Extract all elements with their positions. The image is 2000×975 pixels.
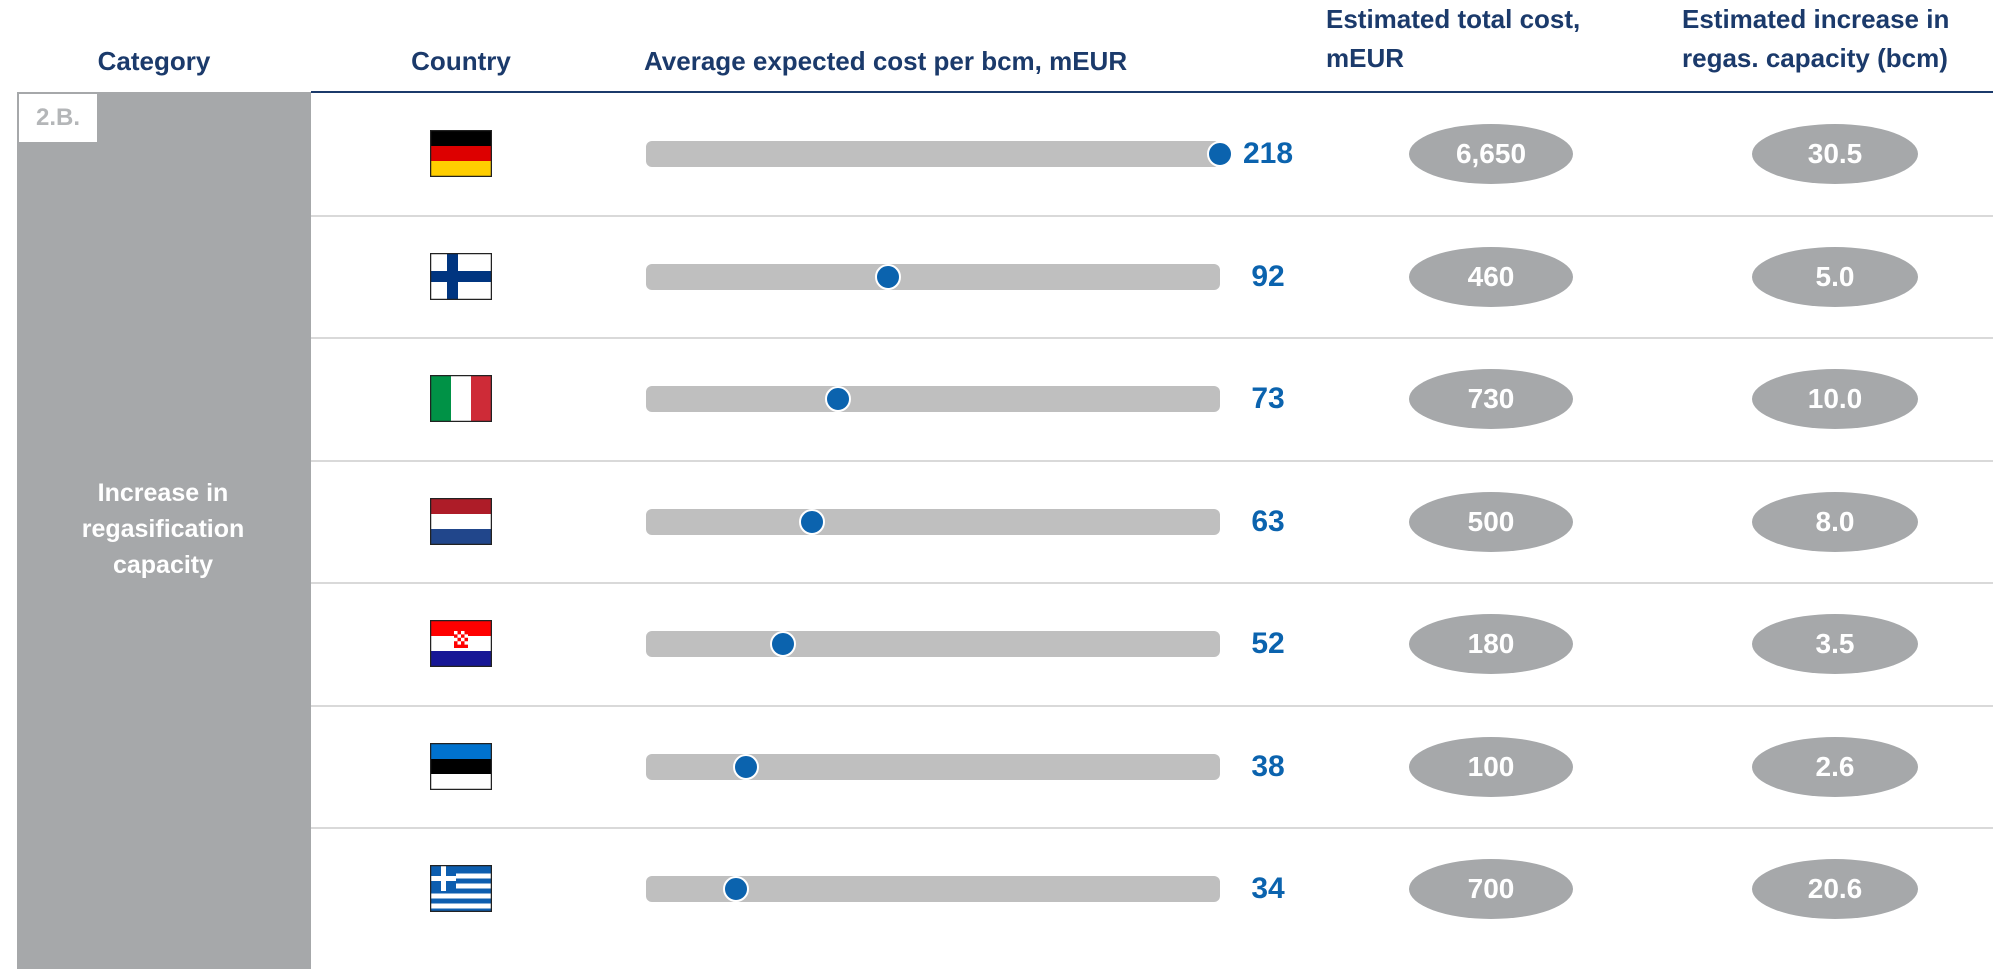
capacity-increase: 20.6 <box>1752 859 1918 920</box>
header-category: Category <box>97 46 211 76</box>
cost-value: 63 <box>1251 504 1285 538</box>
total-cost: 180 <box>1409 614 1573 675</box>
flag <box>429 742 493 790</box>
category-label: Increase in regasification capacity <box>81 479 245 579</box>
total-cost: 100 <box>1409 736 1573 797</box>
capacity-increase: 5.0 <box>1752 246 1918 307</box>
flag-icon <box>429 865 493 913</box>
flag <box>429 252 493 300</box>
capacity-increase: 10.0 <box>1752 369 1918 430</box>
flag <box>429 130 493 178</box>
capacity-increase: 30.5 <box>1752 124 1918 185</box>
row-separator <box>311 459 1993 462</box>
cost-track <box>646 631 1220 658</box>
capacity-increase: 2.6 <box>1752 736 1918 797</box>
cost-value: 34 <box>1251 872 1285 906</box>
flag <box>429 497 493 545</box>
flag-icon <box>429 742 493 790</box>
capacity-increase: 8.0 <box>1752 491 1918 552</box>
capacity-increase: 3.5 <box>1752 614 1918 675</box>
flag-icon <box>429 375 493 423</box>
cost-dot <box>798 508 825 535</box>
cost-track <box>646 386 1220 413</box>
cost-track <box>646 141 1220 168</box>
cost-value: 218 <box>1242 137 1294 171</box>
cost-track <box>646 508 1220 535</box>
total-cost: 6,650 <box>1409 124 1573 185</box>
cost-value: 38 <box>1251 749 1285 783</box>
row-separator <box>311 214 1993 217</box>
cost-dot <box>733 753 760 780</box>
row-separator <box>311 582 1993 584</box>
header-total-cost: Estimated total cost, mEUR <box>1326 4 1581 73</box>
flag <box>429 375 493 423</box>
cost-dot <box>875 263 902 290</box>
flag-icon <box>429 620 493 668</box>
cost-track <box>646 263 1220 290</box>
total-cost: 460 <box>1409 246 1573 307</box>
category-column <box>17 92 311 969</box>
header-country: Country <box>411 46 511 76</box>
flag-icon <box>429 252 493 300</box>
flag <box>429 620 493 668</box>
flag-icon <box>429 130 493 178</box>
section-code: 2.B. <box>19 94 97 142</box>
flag-icon <box>429 497 493 545</box>
cost-value: 52 <box>1251 627 1285 661</box>
row-separator <box>311 827 1993 829</box>
total-cost: 730 <box>1409 369 1573 430</box>
total-cost: 700 <box>1409 859 1573 920</box>
header-increase: Estimated increase in regas. capacity (b… <box>1682 4 1950 73</box>
header-rule <box>311 91 1993 93</box>
cost-dot <box>722 876 749 903</box>
flag <box>429 865 493 913</box>
row-separator <box>311 337 1993 339</box>
cost-value: 73 <box>1251 382 1285 416</box>
header-avg-cost: Average expected cost per bcm, mEUR <box>644 46 1128 76</box>
cost-dot <box>825 386 852 413</box>
cost-dot <box>769 631 796 658</box>
cost-value: 92 <box>1251 259 1285 293</box>
total-cost: 500 <box>1409 491 1573 552</box>
cost-dot <box>1207 141 1233 168</box>
row-separator <box>311 704 1993 707</box>
